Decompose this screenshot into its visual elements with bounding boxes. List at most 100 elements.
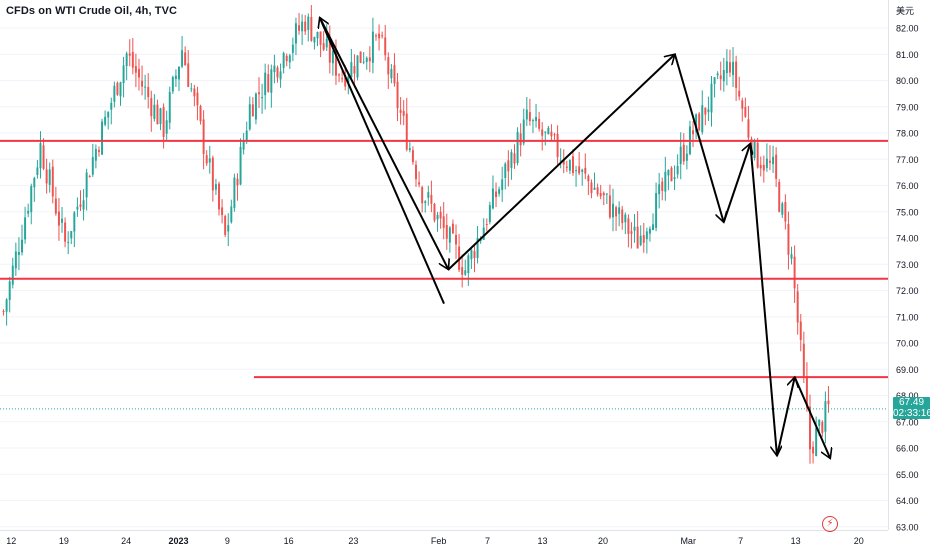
candle-body xyxy=(815,427,818,457)
candle-body xyxy=(725,61,728,74)
candle-body xyxy=(279,71,282,80)
candle-body xyxy=(2,311,5,313)
last-price-badge: 67.49 02:33:16 xyxy=(893,397,932,419)
y-tick-label: 79.00 xyxy=(896,102,919,112)
candle-body xyxy=(334,48,337,76)
candle-body xyxy=(722,70,725,82)
candle-body xyxy=(738,90,741,97)
candle-body xyxy=(171,76,174,92)
candle-body xyxy=(137,68,140,78)
candle-body xyxy=(559,160,562,162)
candle-body xyxy=(605,193,608,195)
candle-body xyxy=(67,242,70,244)
candle-body xyxy=(621,209,624,224)
candle-body xyxy=(128,53,131,56)
candle-body xyxy=(387,57,390,75)
x-tick-label: 2023 xyxy=(168,536,188,546)
candle-body xyxy=(187,63,190,87)
candle-body xyxy=(464,270,467,275)
candle-body xyxy=(648,228,651,234)
candle-body xyxy=(30,186,33,213)
candle-body xyxy=(772,156,775,165)
candle-body xyxy=(8,281,11,301)
candle-body xyxy=(193,88,196,97)
candle-body xyxy=(174,75,177,79)
candle-body xyxy=(233,177,236,208)
candle-body xyxy=(21,239,23,253)
candle-body xyxy=(384,37,387,56)
candle-body xyxy=(411,150,414,163)
last-price: 67.49 xyxy=(898,397,925,408)
candle-body xyxy=(642,235,645,243)
x-tick-label: 9 xyxy=(225,536,230,546)
candle-body xyxy=(218,183,220,210)
candle-body xyxy=(399,109,402,113)
candle-body xyxy=(476,238,479,258)
candle-body xyxy=(64,222,67,242)
candle-body xyxy=(756,142,759,168)
tradingview-lightning-icon[interactable]: ⚡ xyxy=(822,516,838,532)
candle-body xyxy=(310,16,313,41)
trend-arrow xyxy=(320,18,445,305)
y-tick-label: 78.00 xyxy=(896,129,919,139)
candle-body xyxy=(368,57,371,62)
candle-body xyxy=(664,171,667,192)
candle-body xyxy=(57,211,60,226)
candle-body xyxy=(488,205,491,223)
candle-body xyxy=(781,203,784,215)
y-tick-label: 81.00 xyxy=(896,50,919,60)
candle-body xyxy=(427,192,430,198)
candle-body xyxy=(48,169,51,185)
candle-body xyxy=(316,32,319,39)
candle-body xyxy=(341,78,344,80)
candle-body xyxy=(208,158,211,163)
candle-body xyxy=(602,192,605,196)
candle-body xyxy=(470,249,473,260)
candle-body xyxy=(85,172,88,198)
candle-body xyxy=(254,93,257,120)
candle-body xyxy=(282,53,285,68)
candle-body xyxy=(824,401,827,432)
y-tick-label: 75.00 xyxy=(896,207,919,217)
candle-body xyxy=(587,175,590,182)
candle-body xyxy=(535,116,538,121)
candle-body xyxy=(79,204,82,207)
candle-body xyxy=(304,21,307,32)
candle-body xyxy=(178,67,180,80)
candle-body xyxy=(504,163,507,178)
candle-body xyxy=(485,224,488,226)
candle-body xyxy=(562,160,565,165)
candle-body xyxy=(630,231,633,234)
candle-body xyxy=(141,80,144,87)
candle-body xyxy=(612,203,614,218)
candle-body xyxy=(571,156,574,173)
candle-body xyxy=(618,207,621,214)
candle-body xyxy=(768,160,771,163)
candle-body xyxy=(202,119,205,155)
candle-body xyxy=(799,321,802,340)
y-tick-label: 76.00 xyxy=(896,181,919,191)
candle-body xyxy=(655,193,658,228)
candle-body xyxy=(698,113,701,131)
candle-body xyxy=(547,127,550,135)
trend-arrow xyxy=(722,144,751,223)
x-tick-label: 7 xyxy=(485,536,490,546)
candle-body xyxy=(291,44,294,53)
candle-body xyxy=(393,65,396,84)
candle-body xyxy=(70,231,73,239)
candle-body xyxy=(107,111,110,118)
candle-body xyxy=(556,133,559,157)
candle-body xyxy=(544,131,547,133)
candle-body xyxy=(762,164,765,171)
candle-body xyxy=(491,188,494,209)
x-tick-label: 24 xyxy=(121,536,131,546)
candle-body xyxy=(516,131,519,163)
candle-body xyxy=(113,85,116,102)
candle-body xyxy=(338,74,341,76)
candle-body xyxy=(396,81,399,109)
candle-body xyxy=(467,255,470,274)
chart-title: CFDs on WTI Crude Oil, 4h, TVC xyxy=(6,5,178,17)
candle-body xyxy=(119,82,122,97)
